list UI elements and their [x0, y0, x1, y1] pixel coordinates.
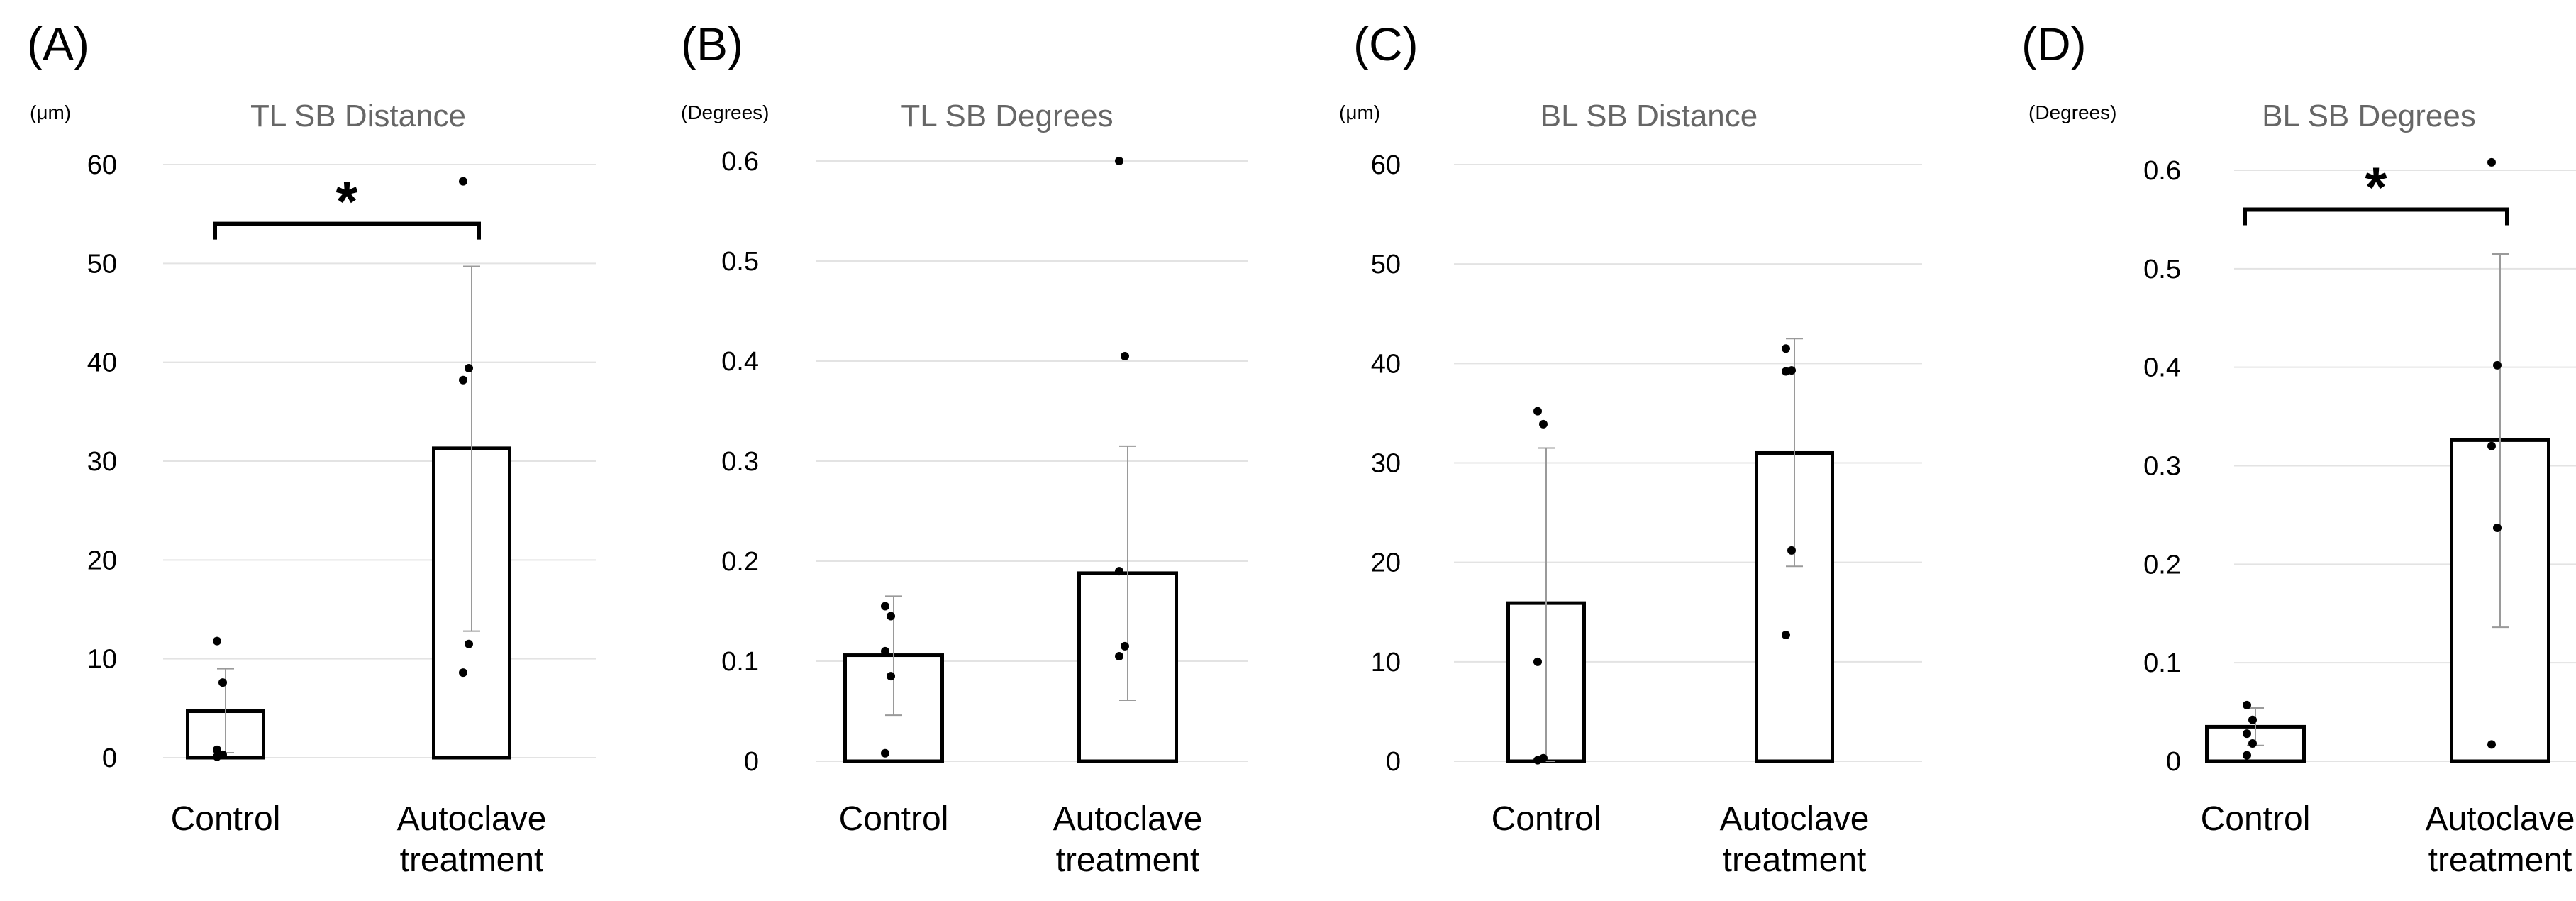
panel-label: (D)	[2021, 18, 2087, 70]
category-label: Control	[171, 800, 281, 838]
data-point	[1782, 344, 1790, 353]
y-tick-label: 0.5	[2143, 255, 2181, 284]
data-point	[1533, 756, 1542, 765]
data-point	[1115, 157, 1123, 165]
y-tick-label: 60	[1371, 150, 1401, 180]
y-tick-label: 50	[87, 249, 117, 279]
significance-bracket	[213, 221, 481, 240]
data-point	[218, 678, 227, 687]
category-label: treatment	[1056, 841, 1200, 879]
category-label: treatment	[400, 841, 544, 879]
data-point	[459, 375, 467, 385]
data-point	[459, 177, 467, 186]
data-point	[881, 646, 889, 656]
data-point	[213, 752, 221, 761]
y-tick-label: 0.6	[721, 147, 759, 177]
y-tick-label: 0.2	[721, 547, 759, 577]
y-tick-label: 0.4	[721, 347, 759, 377]
data-point	[465, 639, 473, 648]
y-tick-label: 0	[2166, 747, 2181, 777]
data-point	[1115, 567, 1123, 576]
data-point	[881, 602, 889, 611]
y-tick-label: 30	[87, 447, 117, 477]
chart-panel-3: (C) BL SB Distance (μm) 0 10 20 30 40 50 60 Contro…	[1339, 18, 1922, 879]
y-tick-label: 0.3	[2143, 452, 2181, 482]
data-point	[465, 364, 473, 373]
data-point	[2248, 739, 2257, 748]
y-tick-label: 20	[87, 546, 117, 575]
significance-star: *	[335, 170, 358, 233]
y-tick-label: 0	[1386, 747, 1401, 777]
data-point	[2487, 157, 2496, 167]
y-tick-label: 0	[102, 744, 117, 773]
data-point	[2493, 523, 2502, 532]
data-point	[1782, 367, 1790, 376]
y-tick-label: 30	[1371, 449, 1401, 479]
y-tick-label: 60	[87, 150, 117, 180]
category-label: treatment	[2428, 841, 2572, 879]
data-point	[1539, 419, 1548, 429]
y-tick-label: 0.4	[2143, 353, 2181, 383]
y-tick-label: 10	[87, 645, 117, 675]
category-label: Autoclave	[1053, 800, 1203, 838]
chart-title: TL SB Distance	[250, 99, 466, 133]
chart-panel-2: (B) TL SB Degrees (Degrees) 0 0.1 0.2 0.3 0.4 0.…	[681, 18, 1248, 879]
data-point	[213, 745, 221, 754]
data-point	[2243, 700, 2251, 709]
panel-label: (C)	[1353, 18, 1419, 70]
data-point	[1533, 657, 1542, 666]
y-tick-label: 20	[1371, 548, 1401, 578]
y-tick-label: 50	[1371, 250, 1401, 280]
category-label: Control	[1492, 800, 1601, 838]
y-tick-label: 40	[87, 348, 117, 378]
category-label: Control	[839, 800, 949, 838]
data-point	[881, 748, 889, 758]
chart-title: BL SB Distance	[1540, 99, 1758, 133]
data-point	[1115, 651, 1123, 660]
data-point	[1121, 641, 1129, 651]
panel-label: (B)	[681, 18, 743, 70]
data-point	[2487, 441, 2496, 450]
data-point	[2487, 740, 2496, 749]
data-point	[1787, 546, 1796, 555]
data-point	[1121, 351, 1129, 360]
category-label: Autoclave	[2426, 800, 2575, 838]
chart-title: BL SB Degrees	[2262, 99, 2476, 133]
unit-label: (μm)	[1339, 101, 1380, 123]
y-tick-label: 0	[744, 747, 759, 777]
data-point	[2243, 751, 2251, 760]
category-label: Autoclave	[397, 800, 547, 838]
data-point	[1782, 630, 1790, 639]
data-point	[887, 672, 895, 681]
unit-label: (Degrees)	[681, 101, 769, 123]
chart-title: TL SB Degrees	[901, 99, 1113, 133]
data-point	[213, 636, 221, 646]
chart-panel-1: (A) TL SB Distance (μm) 0 10 20 30 40 50 60 Contro…	[27, 18, 596, 879]
y-tick-label: 0.2	[2143, 550, 2181, 580]
significance-bracket	[2243, 207, 2509, 226]
y-tick-label: 0.5	[721, 247, 759, 277]
chart-panel-4: (D) BL SB Degrees (Degrees) 0 0.1 0.2 0.3 0.4 0.…	[2021, 18, 2576, 879]
y-tick-label: 0.1	[2143, 648, 2181, 678]
y-tick-label: 0.3	[721, 447, 759, 477]
data-point	[2248, 715, 2257, 724]
unit-label: (μm)	[30, 101, 71, 123]
significance-star: *	[2365, 156, 2387, 219]
unit-label: (Degrees)	[2028, 101, 2116, 123]
y-tick-label: 0.1	[721, 647, 759, 677]
category-label: Autoclave	[1720, 800, 1870, 838]
data-point	[887, 612, 895, 621]
panel-label: (A)	[27, 18, 89, 70]
category-label: Control	[2201, 800, 2311, 838]
y-tick-label: 40	[1371, 349, 1401, 379]
y-tick-label: 10	[1371, 648, 1401, 678]
data-point	[2243, 729, 2251, 739]
data-point	[1533, 407, 1542, 416]
data-point	[2493, 360, 2502, 370]
category-label: treatment	[1723, 841, 1867, 879]
y-tick-label: 0.6	[2143, 156, 2181, 186]
data-point	[459, 668, 467, 678]
